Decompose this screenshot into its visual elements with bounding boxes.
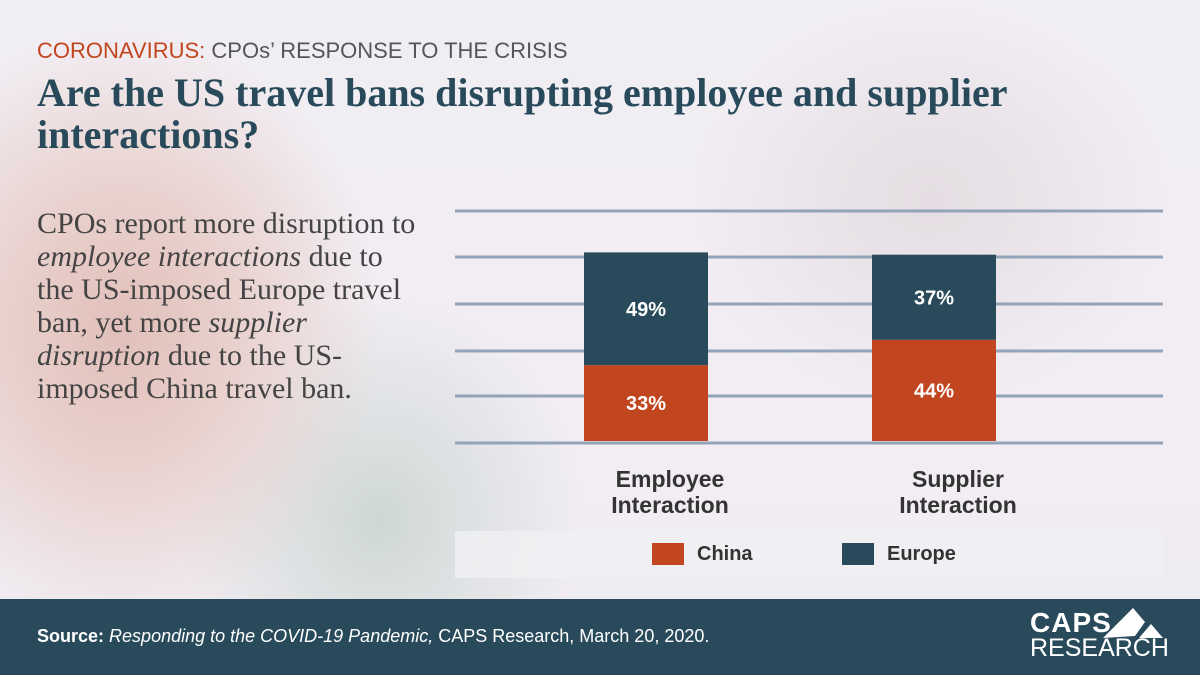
body-text-segment: due to the US-imposed Europe travel ban,… [37, 240, 402, 339]
body-text-segment: supplier disruption [37, 306, 307, 372]
bar-europe [872, 254, 996, 340]
source-label: Source: [37, 626, 105, 646]
source-rest: CAPS Research, March 20, 2020. [433, 626, 710, 646]
data-label: 44% [914, 380, 954, 402]
logo-line2: RESEARCH [1030, 634, 1169, 662]
bar-china [584, 365, 708, 441]
bar-china [872, 339, 996, 441]
legend-swatch-europe [842, 543, 874, 565]
data-label: 33% [626, 393, 666, 415]
page-title: Are the US travel bans disrupting employ… [37, 70, 1007, 157]
kicker-highlight: CORONAVIRUS: [37, 38, 206, 63]
stacked-bar-chart: 33% 49% 44% 37% [455, 209, 1163, 445]
kicker: CORONAVIRUS: CPOs’ RESPONSE TO THE CRISI… [37, 38, 568, 64]
kicker-rest: CPOs’ RESPONSE TO THE CRISIS [205, 38, 568, 63]
source-citation: Source: Responding to the COVID-19 Pande… [37, 626, 709, 647]
legend: China Europe [455, 531, 1163, 578]
category-label: Employee Interaction [611, 466, 729, 518]
footer: Source: Responding to the COVID-19 Pande… [0, 599, 1200, 675]
mountain-icon [1103, 608, 1163, 638]
legend-swatch-china [652, 543, 684, 565]
data-label: 49% [626, 299, 666, 321]
category-label: Supplier Interaction [899, 466, 1017, 518]
bar-europe [584, 252, 708, 366]
body-text-segment: due to the US-imposed China travel ban. [37, 339, 352, 405]
legend-label: Europe [887, 543, 956, 565]
legend-label: China [697, 543, 753, 565]
data-label: 37% [914, 287, 954, 309]
body-text-segment: CPOs report more disruption to [37, 207, 416, 240]
source-title: Responding to the COVID-19 Pandemic, [109, 626, 434, 646]
caps-research-logo: CAPS RESEARCH [1030, 607, 1170, 662]
logo-line1: CAPS [1030, 607, 1112, 638]
body-text: CPOs report more disruption to employee … [37, 207, 417, 405]
body-text-segment: employee interactions [37, 240, 302, 273]
